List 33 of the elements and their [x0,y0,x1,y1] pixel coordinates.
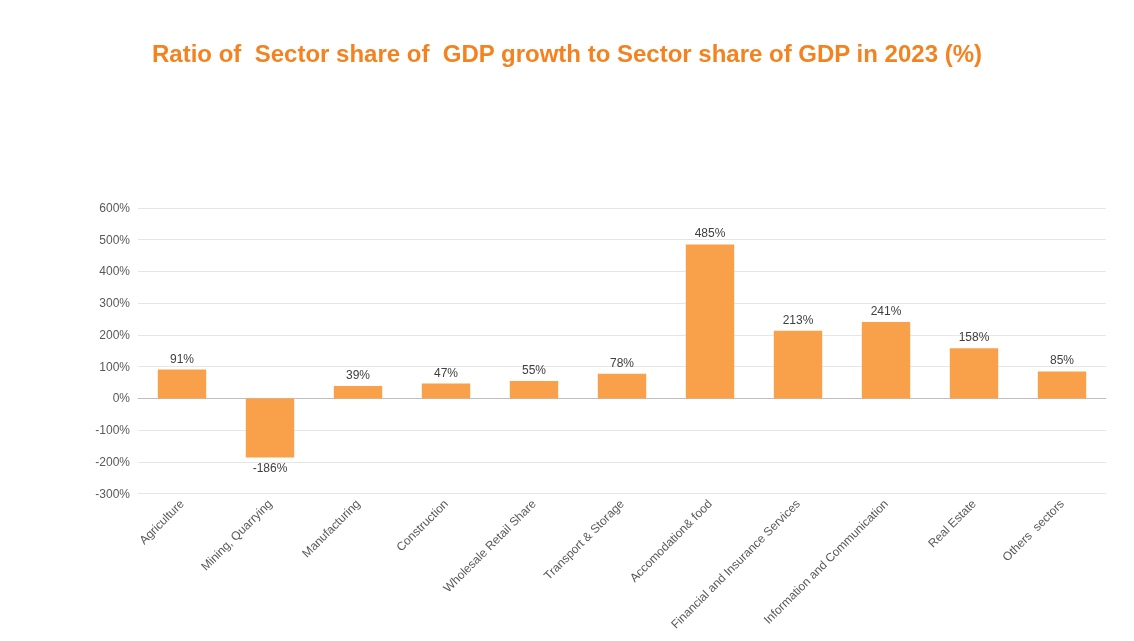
y-tick-label: 100% [99,359,131,374]
chart-title: Ratio of Sector share of GDP growth to Sector share of GDP in 2023 (%) [152,39,982,67]
data-label: 55% [521,362,547,377]
data-label: 241% [870,303,902,318]
y-tick-label: -200% [95,454,131,469]
data-label: 78% [609,355,635,370]
data-label: 158% [958,330,990,345]
y-tick-label: 0% [112,391,131,406]
bar [597,373,647,399]
y-tick-label: 500% [99,232,131,247]
bar [861,321,911,399]
bar [157,369,207,399]
bar [949,348,999,399]
data-label: 85% [1049,353,1075,368]
data-label: -186% [252,461,288,476]
bar [773,330,823,399]
y-tick-label: 300% [99,296,131,311]
bar [509,380,559,399]
y-tick-label: 200% [99,327,131,342]
y-tick-label: 400% [99,264,131,279]
y-tick-label: -300% [95,486,131,501]
y-tick-label: -100% [95,423,131,438]
data-label: 39% [345,368,371,383]
data-label: 213% [782,312,814,327]
bar [1037,371,1087,399]
data-label: 485% [694,226,726,241]
bar [245,398,295,458]
data-label: 47% [433,365,459,380]
bar [333,386,383,399]
bar [421,383,471,399]
bar [685,244,735,399]
data-label: 91% [169,351,195,366]
y-tick-label: 600% [99,201,131,215]
